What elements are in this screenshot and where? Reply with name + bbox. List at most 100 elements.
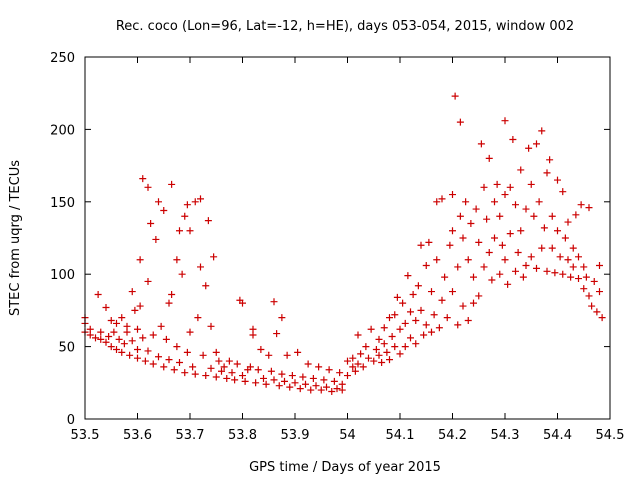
x-tick-label: 54.4 (543, 428, 572, 443)
data-point (165, 356, 173, 364)
data-point (113, 319, 120, 327)
data-point (307, 386, 315, 394)
data-point (105, 332, 113, 340)
data-point (262, 380, 270, 388)
data-point (438, 296, 446, 304)
x-tick-label: 54 (339, 428, 356, 443)
data-point (357, 350, 365, 358)
data-point (428, 288, 435, 296)
data-point (425, 238, 433, 246)
x-tick-label: 53.7 (176, 428, 205, 443)
data-point (378, 359, 386, 367)
data-point (483, 215, 491, 223)
data-point (488, 276, 496, 284)
data-point (344, 372, 351, 380)
data-point (512, 267, 519, 275)
data-point (596, 288, 603, 296)
data-point (162, 335, 170, 343)
data-point (160, 363, 168, 371)
data-point (288, 372, 296, 380)
data-point (254, 366, 262, 374)
data-point (183, 348, 191, 356)
data-point (538, 244, 546, 252)
data-point (212, 348, 220, 356)
data-point (441, 273, 449, 281)
data-point (186, 328, 194, 336)
data-point (512, 201, 519, 209)
data-point (504, 280, 512, 288)
data-point (407, 308, 414, 316)
data-point (530, 212, 538, 220)
data-point (107, 343, 115, 351)
data-point (577, 201, 585, 209)
data-point (543, 267, 551, 275)
data-point (383, 348, 391, 356)
data-point (399, 299, 407, 307)
data-point (506, 183, 514, 191)
data-point (428, 328, 435, 336)
data-point (239, 299, 246, 307)
data-point (354, 331, 362, 339)
data-points (81, 92, 606, 395)
data-point (207, 322, 215, 330)
data-point (210, 253, 218, 261)
data-point (218, 367, 225, 375)
data-point (449, 227, 456, 235)
x-tick-label: 54.1 (386, 428, 415, 443)
data-point (231, 376, 239, 384)
data-point (596, 262, 603, 270)
data-point (281, 377, 288, 385)
data-point (202, 282, 210, 290)
data-point (176, 359, 183, 367)
data-point (559, 270, 567, 278)
data-point (546, 156, 554, 164)
data-point (548, 244, 556, 252)
data-point (388, 332, 396, 340)
y-tick-label: 50 (58, 341, 75, 356)
data-point (519, 273, 527, 281)
data-point (144, 347, 152, 355)
x-tick-label: 53.6 (123, 428, 152, 443)
data-point (233, 360, 241, 368)
data-point (134, 345, 141, 353)
data-point (525, 144, 533, 152)
data-point (509, 136, 517, 144)
data-point (391, 311, 399, 319)
data-point (569, 263, 577, 271)
data-point (533, 264, 540, 272)
y-tick-label: 250 (50, 51, 75, 66)
data-point (286, 383, 294, 391)
data-point (299, 373, 307, 381)
data-point (123, 322, 131, 330)
data-point (370, 357, 378, 365)
data-point (464, 256, 472, 264)
data-point (165, 299, 173, 307)
data-point (333, 385, 341, 393)
data-point (477, 140, 485, 148)
data-point (459, 302, 467, 310)
data-point (472, 205, 480, 213)
data-point (86, 331, 94, 339)
data-point (118, 348, 126, 356)
data-point (422, 262, 430, 270)
data-point (467, 220, 475, 228)
data-point (260, 374, 267, 382)
plot-frame (84, 56, 611, 420)
data-point (522, 205, 530, 213)
data-point (404, 272, 412, 280)
data-point (241, 377, 249, 385)
data-point (533, 140, 540, 148)
data-point (480, 183, 488, 191)
data-point (275, 382, 283, 390)
data-point (283, 351, 291, 359)
data-point (338, 386, 346, 394)
data-point (183, 201, 191, 209)
x-tick-label: 54.2 (438, 428, 467, 443)
data-point (168, 290, 176, 298)
data-point (149, 360, 157, 368)
data-point (181, 212, 189, 220)
data-point (401, 319, 409, 327)
data-point (386, 356, 393, 364)
data-point (409, 290, 417, 298)
data-point (485, 154, 493, 162)
